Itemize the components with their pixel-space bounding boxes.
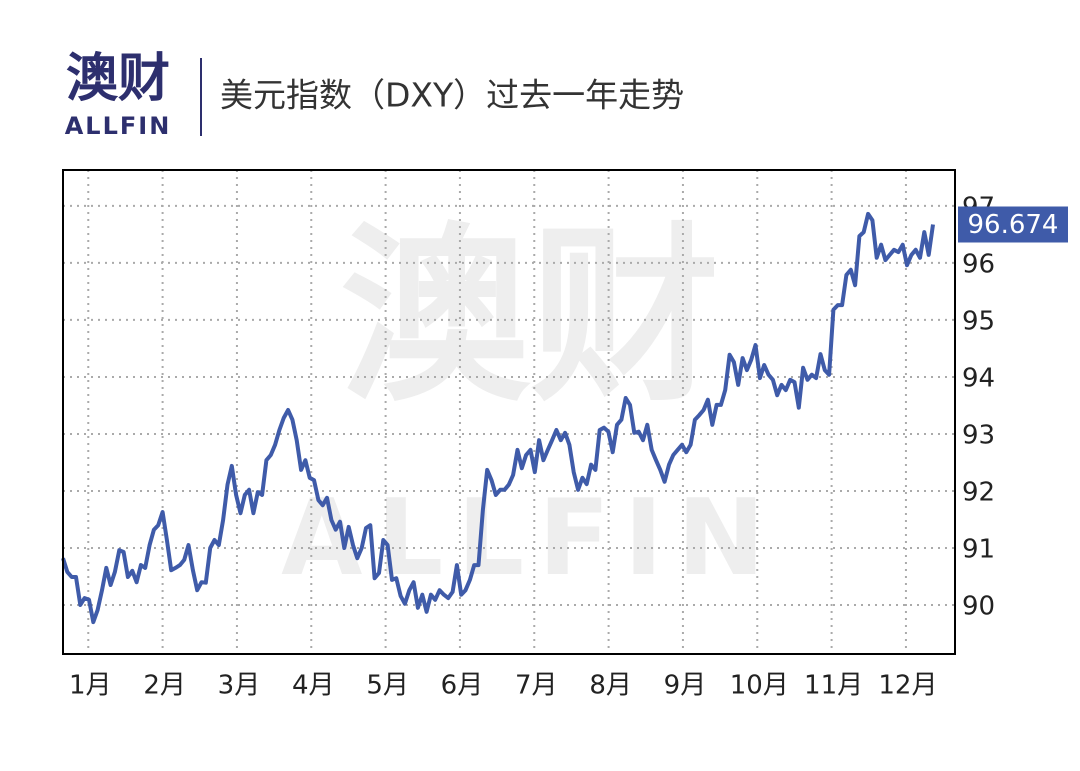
logo: 澳财	[66, 49, 170, 109]
x-tick-label: 12月	[878, 671, 937, 701]
logo-sub: ALLFIN	[65, 112, 172, 140]
x-tick-label: 10月	[730, 671, 789, 701]
watermark-sub: ALLFIN	[281, 477, 779, 599]
last-value-box	[958, 206, 1068, 243]
y-tick-label: 93	[962, 420, 995, 450]
y-tick-label: 96	[962, 249, 995, 279]
x-tick-label: 6月	[441, 671, 484, 701]
plot-frame	[62, 169, 956, 655]
x-tick-label: 7月	[515, 671, 558, 701]
x-tick-label: 8月	[589, 671, 632, 701]
x-tick-label: 3月	[218, 671, 261, 701]
data-line	[61, 211, 935, 625]
y-tick-label: 92	[962, 477, 995, 507]
x-tick-label: 9月	[664, 671, 707, 701]
plot-area	[61, 170, 955, 654]
x-tick-label: 2月	[143, 671, 186, 701]
last-value-label: 96.674	[968, 210, 1059, 240]
x-tick-label: 4月	[292, 671, 335, 701]
chart-title: 美元指数（DXY）过去一年走势	[220, 76, 684, 115]
x-tick-label: 11月	[804, 671, 863, 701]
y-tick-label: 95	[962, 306, 995, 336]
x-tick-label: 5月	[366, 671, 409, 701]
x-tick-label: 1月	[69, 671, 112, 701]
y-tick-label: 90	[962, 591, 995, 621]
y-tick-label: 94	[962, 363, 995, 393]
y-tick-label: 91	[962, 534, 995, 564]
watermark: 澳财	[340, 206, 720, 427]
